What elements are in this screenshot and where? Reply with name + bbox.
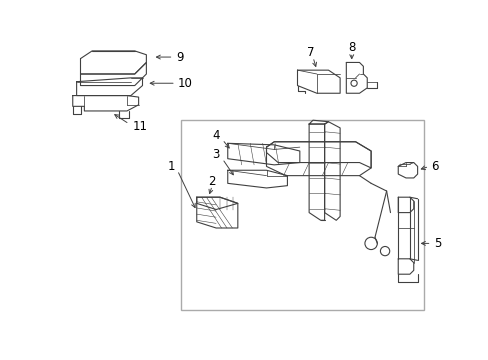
Text: 1: 1 xyxy=(167,160,175,173)
Text: 5: 5 xyxy=(433,237,440,250)
Text: 9: 9 xyxy=(176,50,183,64)
Text: 11: 11 xyxy=(132,120,147,133)
Bar xyxy=(181,120,423,310)
Text: 8: 8 xyxy=(347,41,355,54)
Text: 4: 4 xyxy=(212,129,220,142)
Text: 2: 2 xyxy=(208,175,216,188)
Text: 6: 6 xyxy=(431,160,438,173)
Text: 3: 3 xyxy=(212,148,220,161)
Text: 7: 7 xyxy=(306,46,314,59)
Text: 10: 10 xyxy=(178,77,193,90)
